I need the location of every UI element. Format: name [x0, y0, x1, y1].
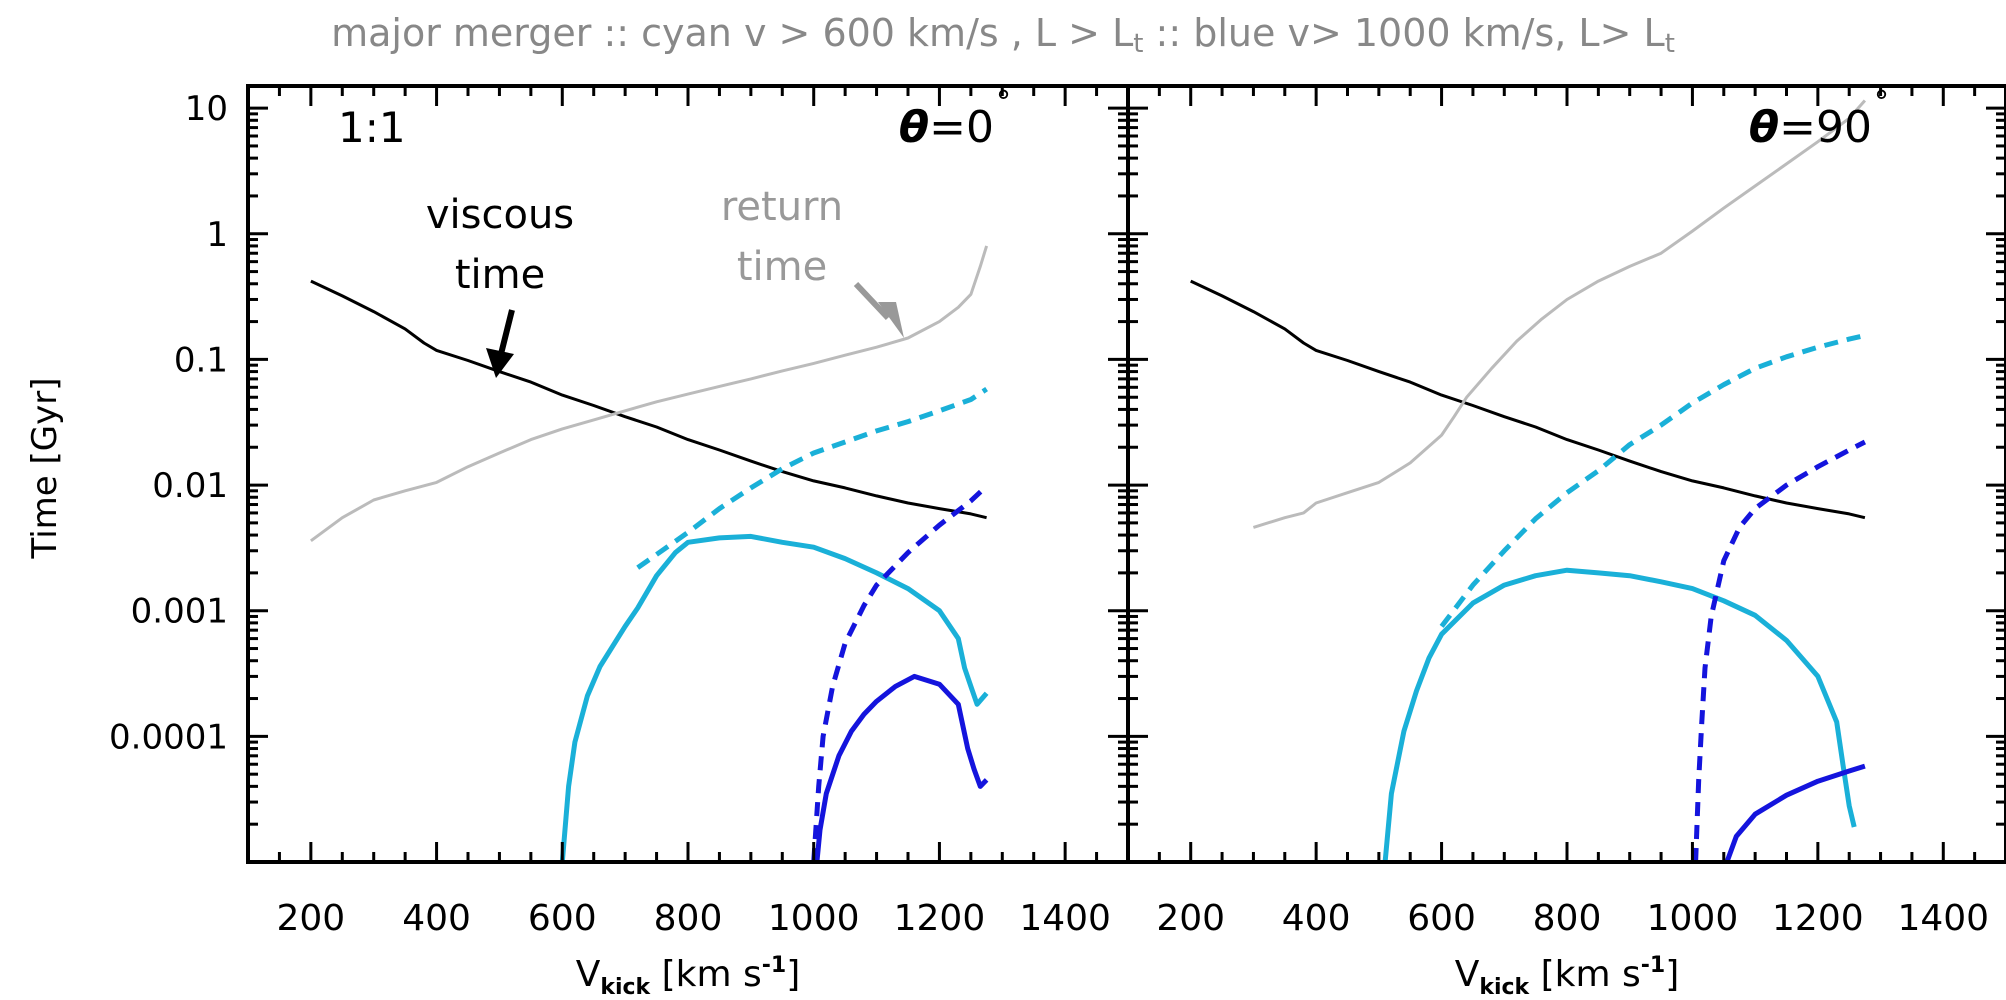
- panel-1-y-ticks: [248, 106, 1128, 864]
- return-arrow-head: [878, 302, 904, 338]
- series-blue-solid-line: [1724, 763, 1866, 862]
- x-tick-label: 1200: [894, 898, 986, 939]
- y-tick-label: 1: [206, 215, 228, 255]
- title-main: major merger :: cyan v > 600 km/s , L > …: [331, 11, 1133, 55]
- x-tick-label: 1000: [768, 898, 860, 939]
- y-tick-label: 0.0001: [109, 717, 228, 757]
- x-axis-label-sup: -1: [762, 953, 786, 978]
- viscous-arrow-shaft: [497, 309, 515, 359]
- svg-text:major merger :: cyan v > 600: major merger :: cyan v > 600 km/s , L > …: [331, 11, 1675, 59]
- theta-label: θ=90: [1749, 102, 1872, 153]
- panel-2-frame: [1126, 84, 2006, 864]
- x-axis-label: Vkick [km s-1]: [1455, 953, 1680, 996]
- viscous-label-line2: time: [455, 252, 545, 298]
- series-blue-dashed-line: [1693, 439, 1867, 862]
- y-tick-label: 0.01: [152, 466, 228, 506]
- x-axis-label-sub: kick: [600, 975, 651, 996]
- x-axis-label-main: V: [1455, 954, 1480, 995]
- x-axis-label-sub: kick: [1479, 975, 1530, 996]
- series-cyan-solid-line: [1382, 567, 1857, 862]
- theta-value: =90: [1779, 102, 1872, 153]
- x-axis-label: Vkick [km s-1]: [576, 953, 801, 996]
- degree-symbol: °: [996, 85, 1011, 120]
- x-tick-label: 600: [1407, 898, 1476, 939]
- x-axis-label-rest: [km s: [1529, 954, 1641, 995]
- x-tick-label: 1400: [1897, 898, 1989, 939]
- series-return-solid-line: [310, 245, 989, 543]
- y-tick-label: 10: [185, 89, 228, 129]
- panel-2: 200 400 600 800 1000 1200 1400 Vkick [km s-1] θ=…: [1126, 84, 2006, 1000]
- x-tick-label: 1000: [1647, 898, 1739, 939]
- title-sub-1: t: [1133, 29, 1143, 59]
- x-tick-label: 400: [1282, 898, 1351, 939]
- x-axis-label-end: ]: [1665, 954, 1679, 995]
- title-mid: :: blue v> 1000 km/s, L> L: [1143, 11, 1664, 55]
- theta-symbol: θ: [1749, 102, 1779, 153]
- x-tick-label: 400: [402, 898, 471, 939]
- return-label-line2: time: [737, 244, 827, 290]
- series-cyan-dashed-line: [636, 387, 988, 570]
- series-blue-dashed-line: [811, 484, 989, 862]
- panel-2-y-ticks: [1128, 106, 2006, 864]
- panel-1-x-ticks: [277, 86, 1099, 862]
- title-sub-2: t: [1665, 29, 1675, 59]
- y-axis-label: Time [Gyr]: [25, 378, 65, 560]
- x-tick-label: 200: [1156, 898, 1225, 939]
- series-return-solid-line: [1252, 99, 1867, 529]
- x-axis-label-end: ]: [786, 954, 800, 995]
- x-tick-label: 200: [276, 898, 345, 939]
- degree-symbol: °: [1874, 85, 1889, 120]
- panel-1-frame: [246, 84, 1130, 864]
- x-tick-label: 1400: [1019, 898, 1111, 939]
- x-tick-label: 600: [528, 898, 597, 939]
- panel-1-series: [310, 245, 989, 862]
- viscous-arrow-head: [486, 348, 514, 378]
- x-tick-label: 800: [654, 898, 723, 939]
- x-tick-label: 1200: [1772, 898, 1864, 939]
- ratio-label: 1:1: [338, 103, 406, 152]
- chart-title: major merger :: cyan v > 600 km/s , L > …: [331, 11, 1675, 59]
- panel-2-series: [1190, 99, 1867, 862]
- series-viscous-solid-line: [1190, 279, 1866, 520]
- x-tick-label: 800: [1533, 898, 1602, 939]
- series-cyan-dashed-line: [1439, 333, 1866, 628]
- return-arrow-shaft: [853, 281, 891, 321]
- series-cyan-solid-line: [559, 533, 989, 862]
- x-axis-label-sup: -1: [1641, 953, 1665, 978]
- y-tick-label: 0.1: [174, 340, 228, 380]
- x-axis-label-main: V: [576, 954, 601, 995]
- x-axis-label-rest: [km s: [650, 954, 762, 995]
- theta-value: =0: [929, 102, 994, 153]
- y-tick-label: 0.001: [131, 592, 228, 632]
- series-blue-solid-line: [814, 673, 989, 862]
- panel-2-x-ticks: [1157, 86, 1977, 862]
- series-viscous-solid-line: [310, 279, 987, 520]
- theta-label: θ=0: [899, 102, 994, 153]
- theta-symbol: θ: [899, 102, 929, 153]
- return-label-line1: return: [721, 184, 843, 230]
- panel-annotations: viscous time return time: [426, 184, 904, 378]
- viscous-label-line1: viscous: [426, 192, 574, 238]
